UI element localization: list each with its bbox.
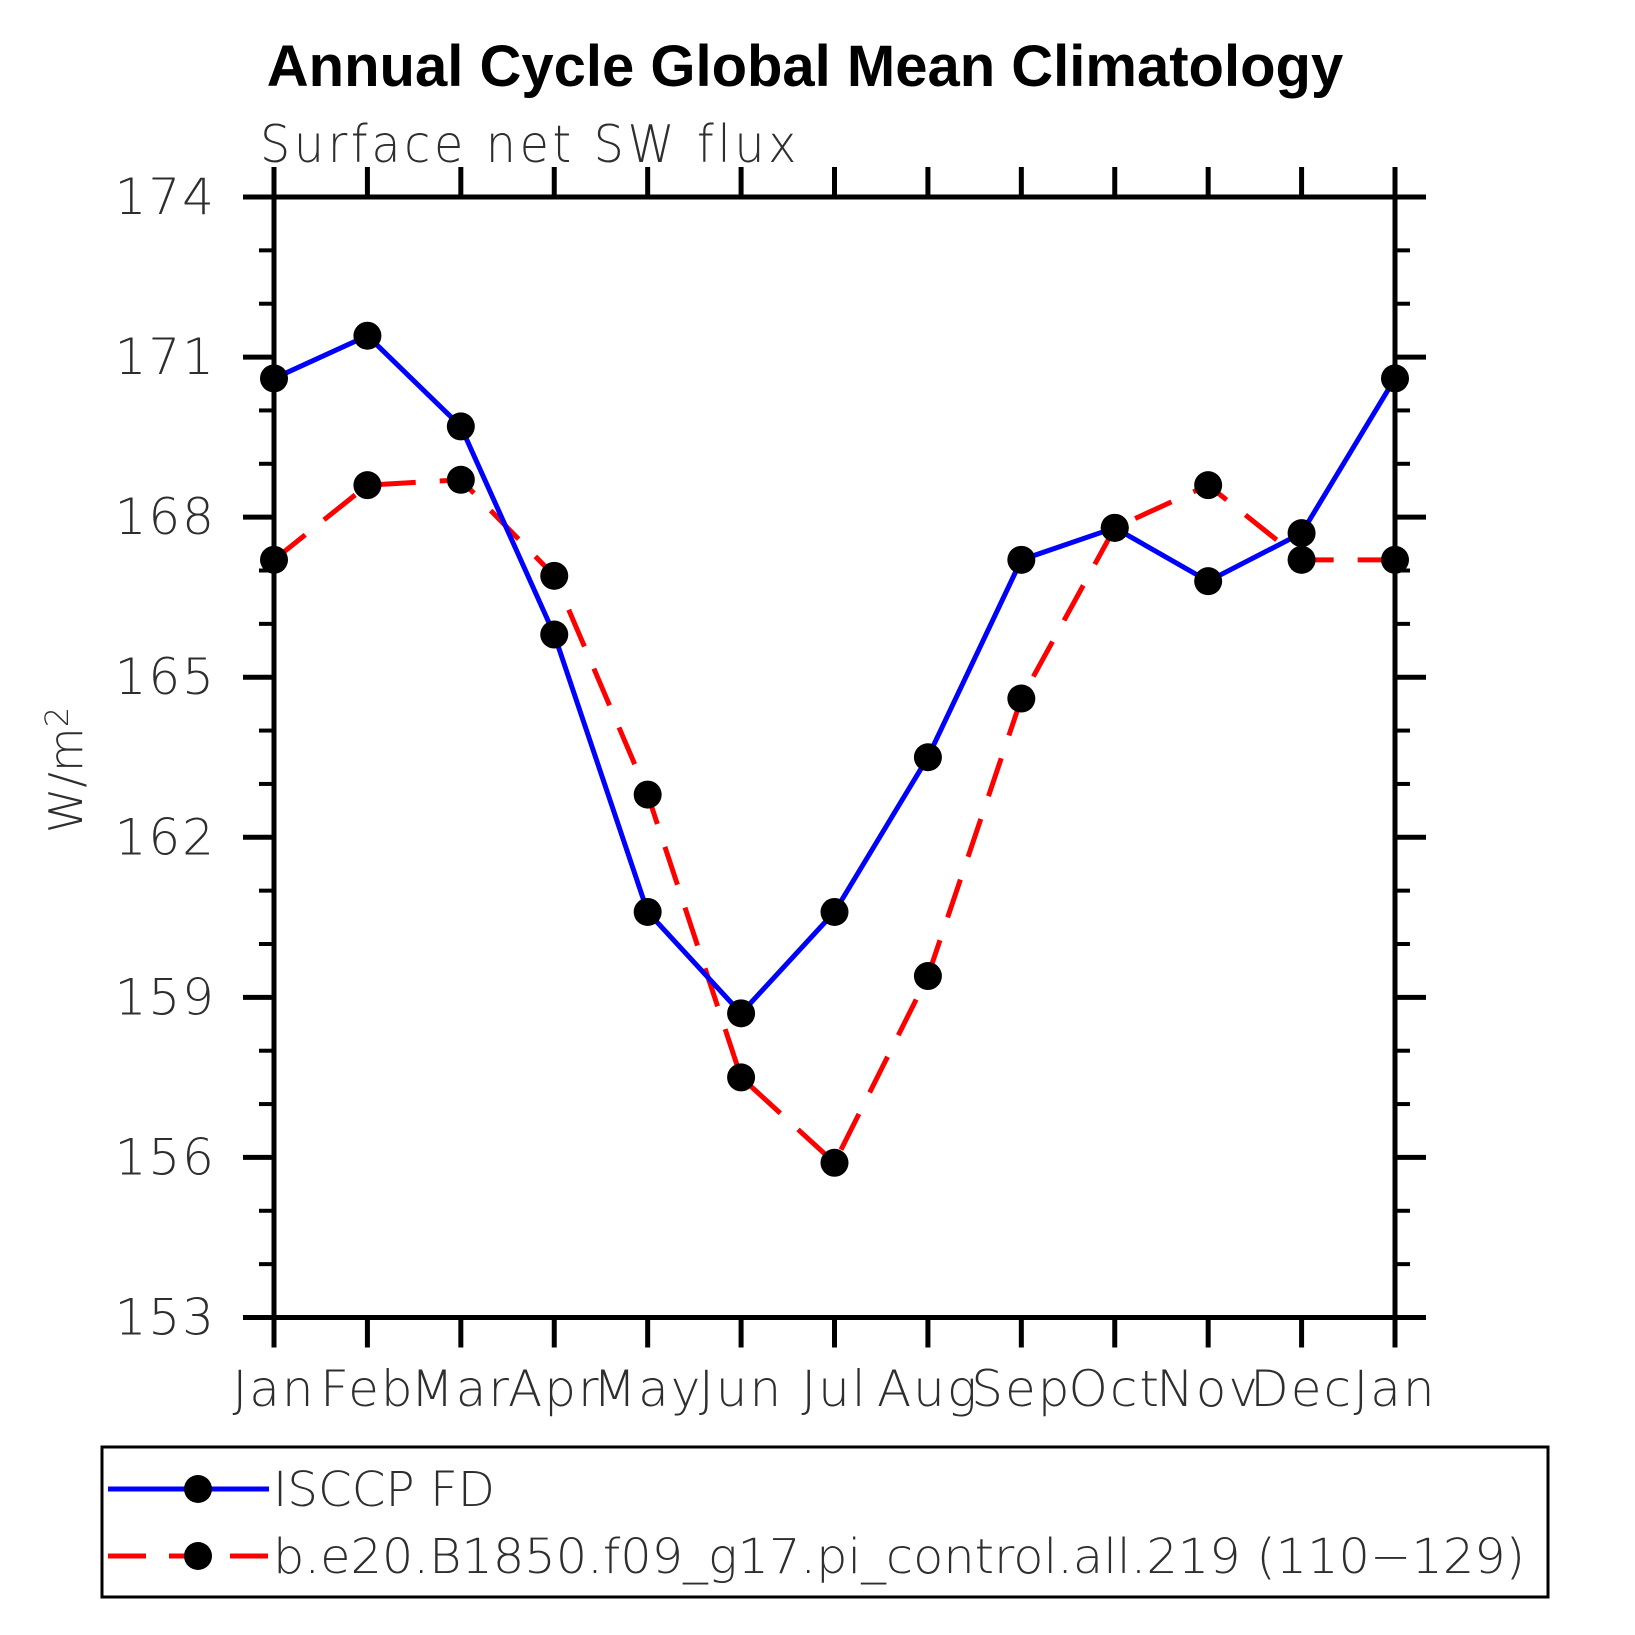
data-point-marker [540, 561, 569, 590]
legend: ISCCP FD b.e20.B1850.f09_g17.pi_control.… [100, 1445, 1550, 1599]
data-point-marker [353, 321, 382, 350]
y-tick-label: 174 [115, 168, 216, 226]
x-tick-label: Jan [232, 1360, 315, 1418]
data-point-marker [1100, 513, 1129, 542]
y-tick-label: 162 [115, 808, 216, 866]
data-point-marker [1007, 545, 1036, 574]
data-point-marker [1194, 567, 1223, 596]
data-point-marker [1194, 471, 1223, 500]
data-point-marker [1381, 545, 1409, 574]
legend-box [100, 1445, 1550, 1599]
data-point-marker [727, 999, 756, 1028]
data-point-marker [353, 471, 382, 500]
data-point-marker [1287, 519, 1316, 548]
data-point-marker [1381, 364, 1409, 393]
x-tick-label: May [593, 1360, 702, 1418]
x-tick-label: Nov [1156, 1360, 1260, 1418]
x-tick-label: Oct [1069, 1360, 1161, 1418]
chart-subtitle: Surface net SW flux [260, 115, 800, 175]
x-tick-label: Jul [801, 1360, 867, 1418]
x-tick-label: Jan [1353, 1360, 1436, 1418]
chart-title: Annual Cycle Global Mean Climatology [267, 34, 1343, 99]
series-layer [260, 321, 1409, 1177]
y-axis-unit-base: W/m [39, 727, 93, 833]
series-line-model [272, 477, 1395, 1167]
y-tick-label: 171 [115, 328, 216, 386]
data-point-marker [446, 412, 475, 441]
y-tick-label: 159 [115, 968, 216, 1026]
data-point-marker [260, 364, 288, 393]
x-tick-label: Dec [1250, 1360, 1353, 1418]
data-point-marker [260, 545, 288, 574]
legend-label-isccp: ISCCP FD [273, 1462, 495, 1518]
x-tick-label: Aug [877, 1360, 979, 1418]
x-tick-label: Apr [508, 1360, 601, 1418]
data-point-marker [820, 897, 849, 926]
data-point-marker [727, 1063, 756, 1092]
y-axis-unit-label: W/m2 [38, 707, 93, 833]
data-point-marker [633, 897, 662, 926]
data-point-marker [820, 1148, 849, 1177]
legend-label-model: b.e20.B1850.f09_g17.pi_control.all.219 (… [273, 1529, 1525, 1585]
y-tick-label: 156 [115, 1128, 216, 1186]
x-tick-label: Mar [411, 1360, 511, 1418]
data-point-marker [1287, 545, 1316, 574]
data-point-marker [913, 743, 942, 772]
data-point-marker [913, 962, 942, 991]
y-axis-unit-exponent: 2 [38, 707, 76, 727]
legend-marker-model [184, 1542, 212, 1570]
data-point-marker [633, 780, 662, 809]
data-point-marker [1007, 684, 1036, 713]
x-tick-label: Sep [971, 1360, 1071, 1418]
legend-marker-isccp [184, 1475, 212, 1503]
x-tick-label: Jun [699, 1360, 783, 1418]
data-point-marker [540, 620, 569, 649]
y-tick-label: 168 [115, 488, 216, 546]
y-tick-label: 153 [115, 1289, 216, 1347]
x-tick-label: Feb [320, 1360, 415, 1418]
y-tick-label: 165 [115, 648, 216, 706]
data-point-marker [446, 465, 475, 494]
